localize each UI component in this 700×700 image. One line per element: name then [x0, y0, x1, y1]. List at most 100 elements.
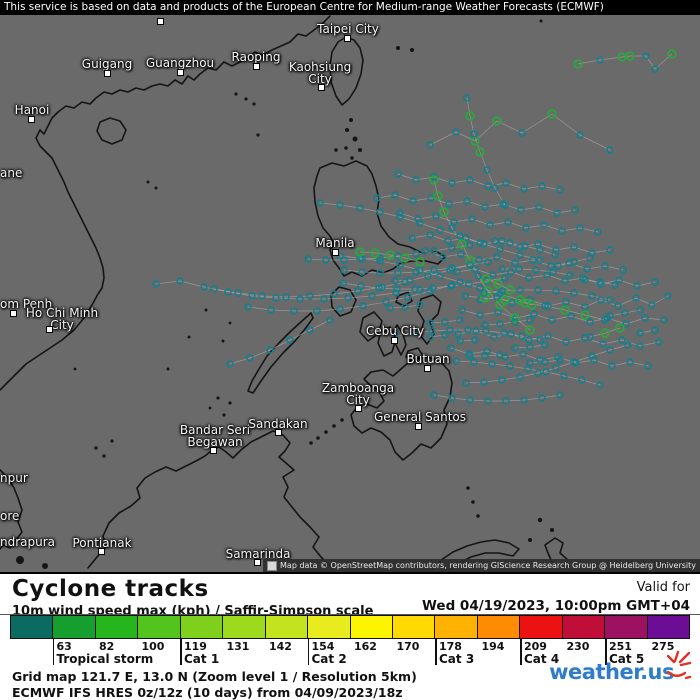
scale-segment: [647, 616, 689, 638]
scale-value-label: 209: [524, 640, 547, 653]
scale-value-label: 251: [609, 640, 632, 653]
legend-divider: [0, 614, 700, 615]
city-label: ndrapura: [0, 535, 56, 549]
scale-value-label: 142: [269, 640, 292, 653]
city-label: General Santos: [374, 410, 466, 424]
city-marker: [317, 83, 325, 91]
scale-category-label: Cat 1: [184, 652, 220, 666]
city-marker: [45, 325, 53, 333]
scale-tick: [520, 639, 522, 665]
color-scale-bar: [10, 615, 690, 639]
map-attribution: Map data © OpenStreetMap contributors, r…: [263, 559, 700, 572]
city-marker: [156, 17, 164, 25]
weather-us-logo: weather.us: [549, 650, 692, 684]
scale-value-label: 275: [651, 640, 675, 653]
city-marker: [176, 68, 184, 76]
city-marker: [252, 62, 260, 70]
scale-category-label: Cat 5: [609, 652, 645, 666]
city-label: Kaohsiung City: [288, 60, 352, 86]
city-label: npur: [0, 471, 28, 485]
city-label: Manila: [315, 236, 355, 250]
city-label: Bandar Seri Begawan: [179, 423, 251, 449]
city-label: Hanoi: [14, 103, 50, 117]
scale-segment: [520, 616, 563, 638]
city-marker: [103, 69, 111, 77]
legend-title: Cyclone tracks: [12, 576, 209, 602]
city-label: om Penh: [0, 297, 53, 311]
map-canvas[interactable]: [0, 15, 700, 572]
city-marker: [209, 446, 217, 454]
city-marker: [97, 547, 105, 555]
ecmwf-service-banner: This service is based on data and produc…: [0, 0, 700, 15]
city-label: Zamboanga City: [321, 381, 395, 407]
city-marker: [423, 364, 431, 372]
valid-for-label: Valid for: [636, 580, 690, 595]
scale-value-label: 63: [56, 640, 72, 653]
scale-segment: [138, 616, 181, 638]
scale-value-label: 230: [566, 640, 590, 653]
scale-value-label: 131: [226, 640, 250, 653]
city-marker: [27, 115, 35, 123]
map-container: Taipei City Guigang Guangzhou Raoping Kaohsi…: [0, 15, 700, 572]
city-label: Guigang: [81, 57, 133, 71]
scale-value-label: 119: [184, 640, 207, 653]
city-label: Butuan: [406, 352, 450, 366]
city-label: Sandakan: [248, 417, 308, 431]
city-marker: [414, 422, 422, 430]
scale-segment: [11, 616, 54, 638]
valid-time: Wed 04/19/2023, 10:00pm GMT+04: [422, 598, 690, 614]
scale-segment: [562, 616, 606, 638]
scale-segment: [53, 616, 96, 638]
scale-value-label: 162: [354, 640, 377, 653]
city-label: Taipei City: [317, 22, 379, 36]
city-label: Samarinda: [225, 547, 291, 561]
legend-panel: Cyclone tracks 10m wind speed max (kph) …: [0, 572, 700, 700]
scale-segment: [392, 616, 436, 638]
scale-segment: [308, 616, 351, 638]
logo-sparkle-icon: [666, 650, 692, 680]
osm-logo-icon: [267, 560, 278, 571]
city-label: Raoping: [231, 50, 281, 64]
scale-category-label: Cat 2: [311, 652, 347, 666]
city-label: Pontianak: [72, 536, 132, 550]
scale-value-label: 82: [99, 640, 115, 653]
city-marker: [253, 558, 261, 566]
scale-value-label: 100: [141, 640, 165, 653]
scale-tick: [180, 639, 182, 665]
city-marker: [390, 336, 398, 344]
city-marker: [9, 309, 17, 317]
scale-segment: [180, 616, 224, 638]
scale-segment: [223, 616, 266, 638]
scale-value-label: 154: [311, 640, 335, 653]
color-scale: 63 82 100 119 131 142 154 162 170 178 194 209 230 251…: [10, 615, 690, 667]
map-attribution-text: Map data © OpenStreetMap contributors, r…: [280, 561, 696, 570]
city-marker: [331, 248, 339, 256]
city-label: Guangzhou: [145, 56, 215, 70]
city-label: ane: [0, 166, 23, 180]
city-label: ore: [0, 509, 20, 523]
scale-value-label: 178: [439, 640, 462, 653]
city-marker: [354, 404, 362, 412]
city-label: Ho Chi Minh City: [25, 306, 99, 332]
scale-segment: [435, 616, 478, 638]
scale-segment: [350, 616, 393, 638]
scale-tick: [307, 639, 309, 665]
grid-map-info: Grid map 121.7 E, 13.0 N (Zoom level 1 /…: [12, 669, 417, 684]
city-marker: [274, 428, 282, 436]
scale-category-label: Cat 3: [439, 652, 475, 666]
scale-segment: [95, 616, 139, 638]
scale-segment: [477, 616, 521, 638]
scale-segment: [265, 616, 309, 638]
scale-category-label: Tropical storm: [56, 652, 154, 666]
city-marker: [343, 34, 351, 42]
model-run-info: ECMWF IFS HRES 0z/12z (10 days) from 04/…: [12, 685, 403, 700]
scale-tick: [52, 639, 54, 665]
weather-us-logo-text: weather.us: [549, 660, 674, 684]
scale-tick: [435, 639, 437, 665]
scale-value-label: 170: [396, 640, 420, 653]
scale-value-label: 194: [481, 640, 505, 653]
city-label: Cebu City: [365, 324, 425, 338]
scale-segment: [605, 616, 648, 638]
scale-tick: [605, 639, 607, 665]
